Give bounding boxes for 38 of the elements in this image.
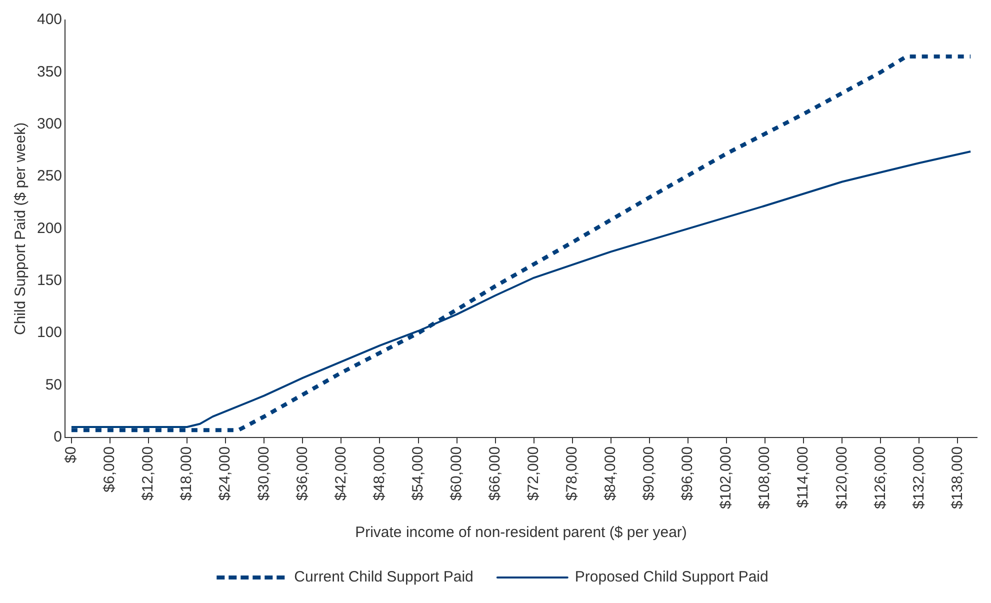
x-tick-label: $66,000 xyxy=(486,446,504,501)
x-tick-label: $0 xyxy=(62,446,80,464)
y-tick-label: 400 xyxy=(36,11,62,28)
x-axis-title: Private income of non-resident parent ($ per year) xyxy=(355,524,687,542)
y-tick-label: 200 xyxy=(36,220,62,237)
x-tick-label: $126,000 xyxy=(872,446,889,510)
x-tick-label: $120,000 xyxy=(833,446,850,510)
y-tick-label: 100 xyxy=(36,324,62,342)
legend-label: Current Child Support Paid xyxy=(294,568,474,586)
legend-label: Proposed Child Support Paid xyxy=(574,568,768,586)
y-tick-label: 150 xyxy=(36,272,62,290)
y-tick-label: 50 xyxy=(45,376,62,394)
x-tick-label: $78,000 xyxy=(564,446,581,501)
x-tick-label: $108,000 xyxy=(756,446,774,510)
x-tick-label: $90,000 xyxy=(640,446,658,501)
x-tick-label: $36,000 xyxy=(294,446,311,501)
x-tick-label: $60,000 xyxy=(448,446,465,501)
y-tick-label: 350 xyxy=(36,63,62,80)
x-tick-label: $18,000 xyxy=(178,446,196,501)
x-tick-label: $12,000 xyxy=(140,446,157,501)
y-axis-title: Child Support Paid ($ per week) xyxy=(12,122,30,336)
x-tick-label: $84,000 xyxy=(602,446,620,501)
x-tick-label: $24,000 xyxy=(216,446,234,501)
x-tick-label: $114,000 xyxy=(794,446,812,508)
y-tick-label: 0 xyxy=(54,428,62,446)
x-tick-label: $72,000 xyxy=(525,446,542,501)
x-tick-label: $42,000 xyxy=(332,446,350,501)
line-series xyxy=(69,54,973,432)
x-tick-label: $138,000 xyxy=(948,446,966,510)
x-tick-label: $132,000 xyxy=(910,446,928,510)
x-tick-label: $30,000 xyxy=(255,446,272,501)
x-tick-label: $54,000 xyxy=(409,446,426,501)
x-tick-label: $102,000 xyxy=(718,446,735,510)
x-tick-label: $6,000 xyxy=(101,446,118,492)
y-tick-label: 300 xyxy=(36,116,62,132)
x-tick-label: $96,000 xyxy=(679,446,696,501)
y-tick-label: 250 xyxy=(36,168,62,185)
x-tick-label: $48,000 xyxy=(370,446,388,501)
